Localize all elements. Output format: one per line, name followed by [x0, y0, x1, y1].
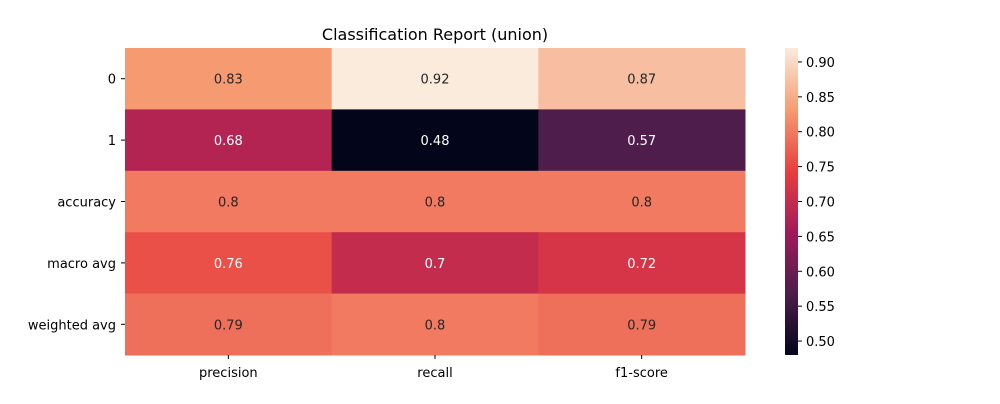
- y-tick-label: 0: [108, 73, 116, 88]
- x-tick-label: f1-score: [615, 366, 667, 381]
- colorbar-tick-label: 0.55: [806, 300, 835, 315]
- cell-value-label: 0.8: [425, 318, 446, 333]
- heatmap-cell: [125, 170, 333, 233]
- heatmap-cell: [538, 232, 746, 295]
- y-axis-ticks: 0 1 accuracy macro avg weighted avg: [28, 73, 125, 333]
- heatmap-cell-labels: 0.83 0.92 0.87 0.68 0.48 0.57 0.8 0.8 0.8 0.76 0.7…: [214, 73, 656, 334]
- y-tick-label: accuracy: [57, 196, 116, 211]
- heatmap-cell: [331, 170, 539, 233]
- cell-value-label: 0.8: [218, 196, 239, 211]
- cell-value-label: 0.8: [631, 196, 652, 211]
- colorbar-ticks: 0.50 0.55 0.60 0.65 0.70 0.75 0.80 0.85 0.90: [798, 56, 835, 350]
- heatmap-cell: [125, 109, 333, 172]
- heatmap-cell: [125, 232, 333, 295]
- cell-value-label: 0.92: [421, 73, 450, 88]
- cell-value-label: 0.7: [425, 257, 446, 272]
- heatmap-cell: [538, 170, 746, 233]
- heatmap-cell: [331, 48, 539, 110]
- heatmap-cell: [331, 232, 539, 295]
- colorbar-tick-label: 0.75: [806, 161, 835, 176]
- cell-value-label: 0.76: [214, 257, 243, 272]
- colorbar-tick-label: 0.50: [806, 335, 835, 350]
- heatmap-cell: [125, 48, 333, 110]
- y-tick-label: 1: [108, 134, 116, 149]
- cell-value-label: 0.8: [425, 196, 446, 211]
- cell-value-label: 0.79: [627, 318, 656, 333]
- chart-title: Classification Report (union): [322, 25, 548, 44]
- y-tick-label: weighted avg: [28, 318, 116, 333]
- colorbar-tick-label: 0.65: [806, 230, 835, 245]
- cell-value-label: 0.48: [421, 134, 450, 149]
- x-tick-label: precision: [199, 366, 258, 381]
- x-tick-label: recall: [417, 366, 452, 381]
- heatmap-cell: [538, 48, 746, 110]
- cell-value-label: 0.87: [627, 73, 656, 88]
- heatmap-cells: [125, 48, 746, 356]
- colorbar-tick-label: 0.85: [806, 91, 835, 106]
- heatmap-cell: [331, 293, 539, 356]
- colorbar-gradient: [785, 48, 798, 355]
- heatmap-cell: [331, 109, 539, 172]
- cell-value-label: 0.57: [627, 134, 656, 149]
- colorbar-tick-label: 0.60: [806, 265, 835, 280]
- cell-value-label: 0.79: [214, 318, 243, 333]
- y-tick-label: macro avg: [47, 257, 116, 272]
- colorbar-tick-label: 0.80: [806, 126, 835, 141]
- heatmap-cell: [538, 109, 746, 172]
- cell-value-label: 0.83: [214, 73, 243, 88]
- x-axis-ticks: precision recall f1-score: [199, 355, 668, 381]
- colorbar-tick-label: 0.70: [806, 196, 835, 211]
- heatmap-cell: [538, 293, 746, 356]
- colorbar-tick-label: 0.90: [806, 56, 835, 71]
- cell-value-label: 0.68: [214, 134, 243, 149]
- heatmap-cell: [125, 293, 333, 356]
- cell-value-label: 0.72: [627, 257, 656, 272]
- colorbar: 0.50 0.55 0.60 0.65 0.70 0.75 0.80 0.85 0.90: [785, 48, 835, 355]
